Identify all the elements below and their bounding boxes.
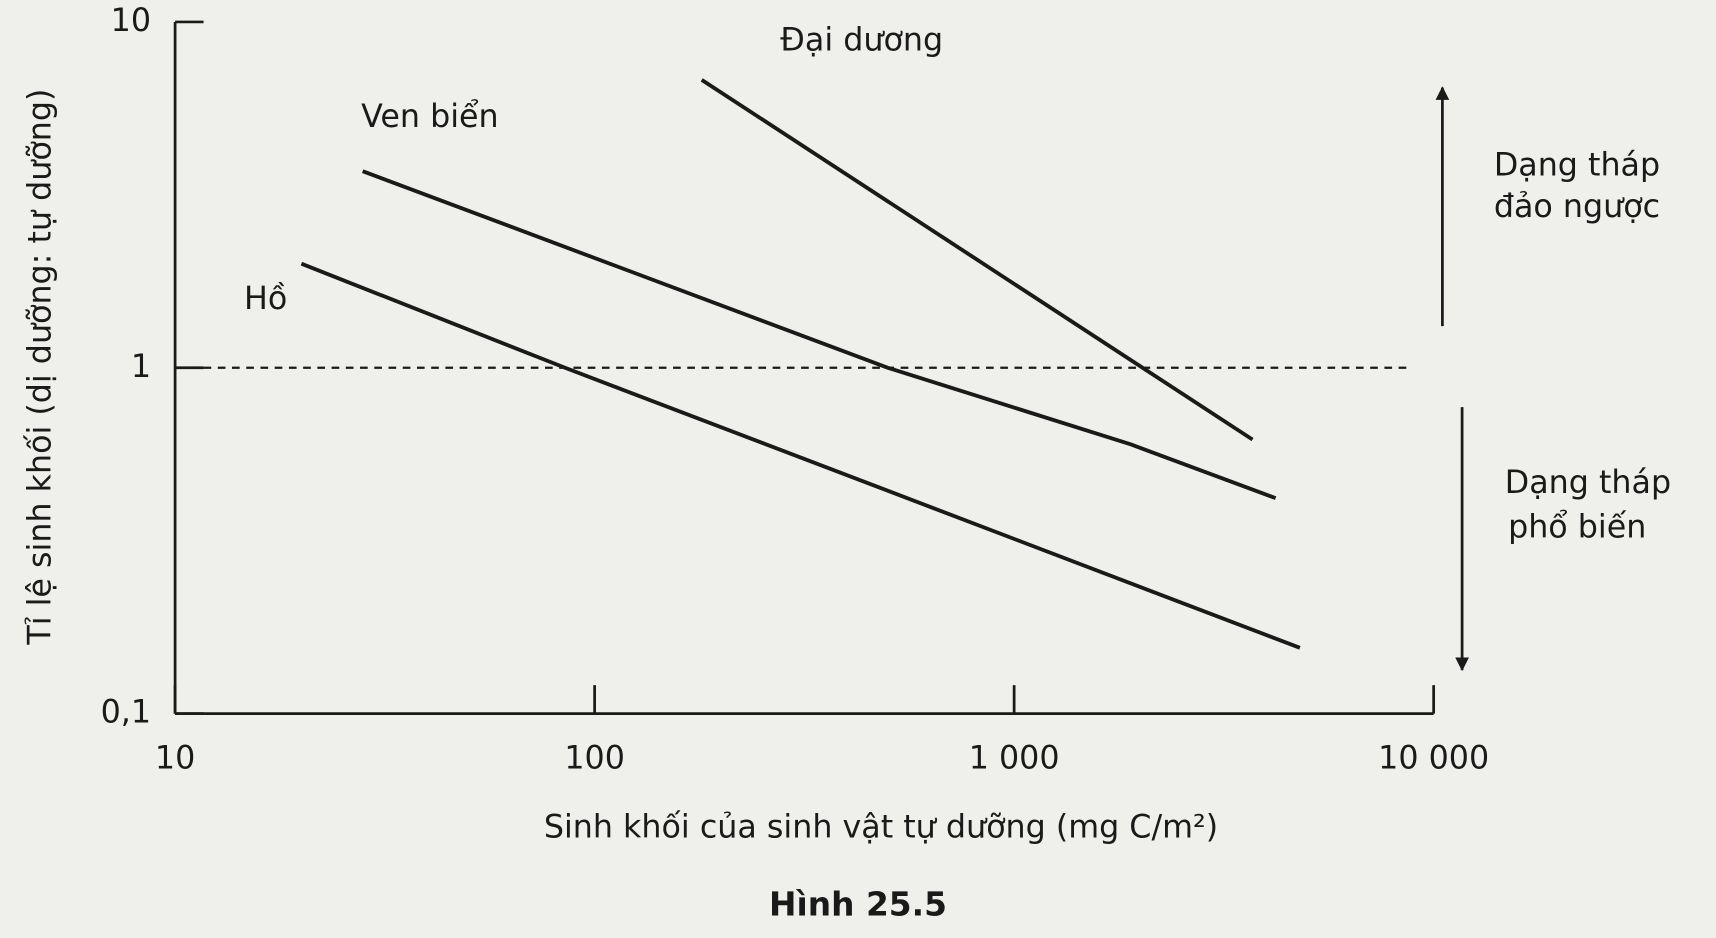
series-line (362, 169, 1277, 500)
x-tick-label: 10 000 (1378, 741, 1489, 777)
annotation: Dạng tháp (1494, 147, 1660, 183)
series-label: Đại dương (780, 23, 943, 59)
series-line (700, 78, 1254, 442)
x-tick-label: 1 000 (969, 741, 1060, 777)
y-tick-label: 10 (111, 3, 151, 39)
series-line (300, 261, 1301, 650)
annotation: Dạng tháp (1505, 465, 1671, 501)
series-label: Ven biển (361, 98, 499, 135)
y-axis-label: Tỉ lệ sinh khối (dị dưỡng: tự dưỡng) (23, 89, 59, 646)
caption: Hình 25.5 (769, 886, 947, 924)
x-tick-label: 100 (564, 741, 625, 777)
annotation: đảo ngược (1494, 189, 1660, 225)
series-label: Hồ (244, 281, 287, 317)
x-tick-label: 10 (155, 741, 195, 777)
x-axis-label: Sinh khối của sinh vật tự dưỡng (mg C/m²… (544, 810, 1218, 846)
y-tick-label: 0,1 (101, 695, 151, 731)
annotation: phổ biến (1508, 509, 1646, 546)
y-tick-label: 1 (131, 349, 151, 385)
